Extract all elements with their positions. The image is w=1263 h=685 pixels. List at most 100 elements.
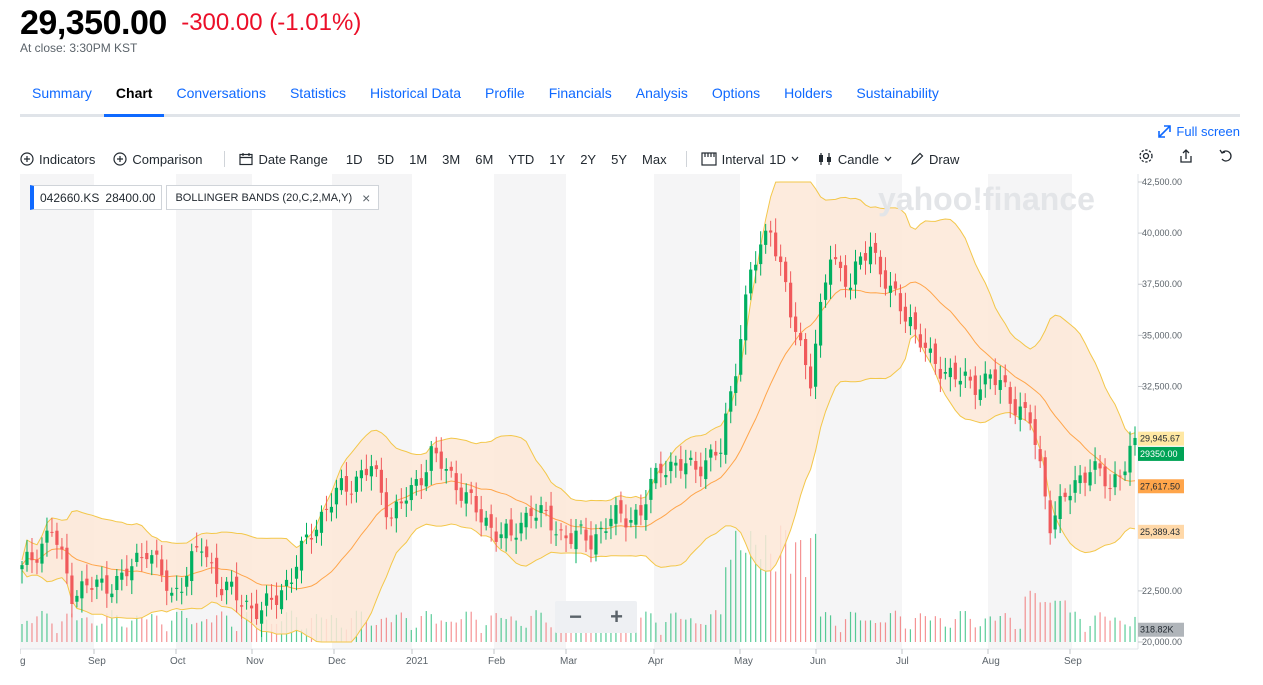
x-tick-label: Apr <box>648 656 664 667</box>
tab-holders[interactable]: Holders <box>784 85 833 101</box>
candle-body <box>893 281 898 289</box>
volume-bar <box>929 620 931 642</box>
indicator-name: BOLLINGER BANDS (20,C,2,MA,Y) <box>175 191 353 204</box>
candle-body <box>554 534 558 536</box>
zoom-in-button[interactable]: + <box>610 604 623 629</box>
zoom-out-button[interactable]: − <box>569 604 582 629</box>
candlestick-chart[interactable]: yahoo!finance 42,500.00 40,000.00 37,500.0… <box>20 174 1242 674</box>
volume-bar <box>775 571 777 642</box>
volume-bar <box>730 559 732 642</box>
range-max[interactable]: Max <box>642 151 667 167</box>
volume-bar <box>375 624 377 642</box>
volume-bar <box>994 620 996 642</box>
volume-bar <box>680 618 682 642</box>
symbol-legend[interactable]: 042660.KS 28400.00 <box>30 185 163 210</box>
candle-body <box>634 509 638 525</box>
tab-historical-data[interactable]: Historical Data <box>369 85 462 101</box>
candle-body <box>190 551 194 582</box>
date-range-button[interactable]: Date Range <box>239 152 328 167</box>
candle-body <box>794 316 798 332</box>
share-icon[interactable] <box>1178 148 1194 164</box>
volume-bar <box>954 619 956 642</box>
candle-body <box>644 504 648 520</box>
comparison-button[interactable]: Comparison <box>113 152 202 167</box>
candle-body <box>769 230 773 233</box>
volume-bar <box>470 611 472 642</box>
interval-dropdown[interactable]: Interval 1D <box>700 152 799 167</box>
tab-profile[interactable]: Profile <box>485 85 525 101</box>
range-5y[interactable]: 5Y <box>611 151 628 167</box>
reset-icon[interactable] <box>1218 148 1234 164</box>
volume-bar <box>146 619 148 642</box>
candle-body <box>479 509 483 523</box>
candle-body <box>404 500 408 504</box>
tab-financials[interactable]: Financials <box>548 85 612 101</box>
range-1d[interactable]: 1D <box>345 151 363 167</box>
candle-body <box>569 533 573 545</box>
candle-body <box>85 578 89 586</box>
tab-summary[interactable]: Summary <box>32 85 92 101</box>
full-screen-button[interactable]: Full screen <box>1158 124 1240 139</box>
indicators-button[interactable]: Indicators <box>20 152 95 167</box>
candle-body <box>150 555 154 564</box>
candle-body <box>20 565 24 570</box>
candle-body <box>1068 495 1072 501</box>
candle-body <box>953 362 957 380</box>
volume-bar <box>206 619 208 642</box>
chart-area[interactable]: yahoo!finance 42,500.00 40,000.00 37,500.0… <box>20 174 1242 674</box>
volume-bar <box>710 614 712 642</box>
candle-body <box>1088 472 1092 486</box>
volume-bar <box>101 623 103 642</box>
y-tick-label: 37,500.00 <box>1142 279 1182 289</box>
candle-body <box>519 522 523 534</box>
candle-body <box>414 479 418 486</box>
range-2y[interactable]: 2Y <box>580 151 597 167</box>
range-3m[interactable]: 3M <box>442 151 461 167</box>
candle-body <box>843 265 848 287</box>
volume-bar <box>1099 612 1101 642</box>
volume-bar <box>216 615 218 642</box>
candle-body <box>324 508 329 510</box>
range-6m[interactable]: 6M <box>475 151 494 167</box>
range-1y[interactable]: 1Y <box>549 151 566 167</box>
volume-bar <box>1074 611 1076 642</box>
indicator-legend[interactable]: BOLLINGER BANDS (20,C,2,MA,Y) × <box>166 185 380 210</box>
range-ytd[interactable]: YTD <box>508 151 535 167</box>
tab-conversations[interactable]: Conversations <box>176 85 266 101</box>
volume-bar <box>465 611 467 642</box>
candle-body <box>354 476 359 492</box>
x-tick-label: Jun <box>810 656 826 667</box>
volume-bar <box>999 615 1001 642</box>
tab-chart[interactable]: Chart <box>103 76 165 117</box>
candle-body <box>254 603 259 620</box>
watermark: yahoo!finance <box>878 181 1095 217</box>
volume-bar <box>460 619 462 642</box>
candle-body <box>664 475 668 478</box>
tab-options[interactable]: Options <box>711 85 761 101</box>
tab-analysis[interactable]: Analysis <box>635 85 688 101</box>
candle-body <box>639 505 643 516</box>
tab-sustainability[interactable]: Sustainability <box>856 85 939 101</box>
plus-circle-icon <box>113 152 127 166</box>
candle-body <box>294 566 299 579</box>
candle-body <box>210 562 214 564</box>
candle-body <box>853 261 858 285</box>
candle-body <box>1133 437 1137 446</box>
candle-body <box>833 257 838 260</box>
chart-type-dropdown[interactable]: Candle <box>817 152 892 167</box>
tab-statistics[interactable]: Statistics <box>289 85 346 101</box>
candle-body <box>240 605 244 607</box>
last-price-tag-bg <box>1138 446 1184 461</box>
close-icon[interactable]: × <box>362 189 371 206</box>
expand-icon <box>1158 125 1172 138</box>
draw-button[interactable]: Draw <box>910 152 959 167</box>
range-1m[interactable]: 1M <box>409 151 428 167</box>
gear-icon[interactable] <box>1138 148 1154 164</box>
range-5d[interactable]: 5D <box>377 151 395 167</box>
zoom-controls: − + <box>555 601 637 633</box>
volume-bar <box>201 621 203 642</box>
volume-bar <box>969 618 971 642</box>
volume-bar <box>61 621 63 642</box>
volume-bar <box>869 620 872 642</box>
full-screen-label: Full screen <box>1176 124 1240 139</box>
